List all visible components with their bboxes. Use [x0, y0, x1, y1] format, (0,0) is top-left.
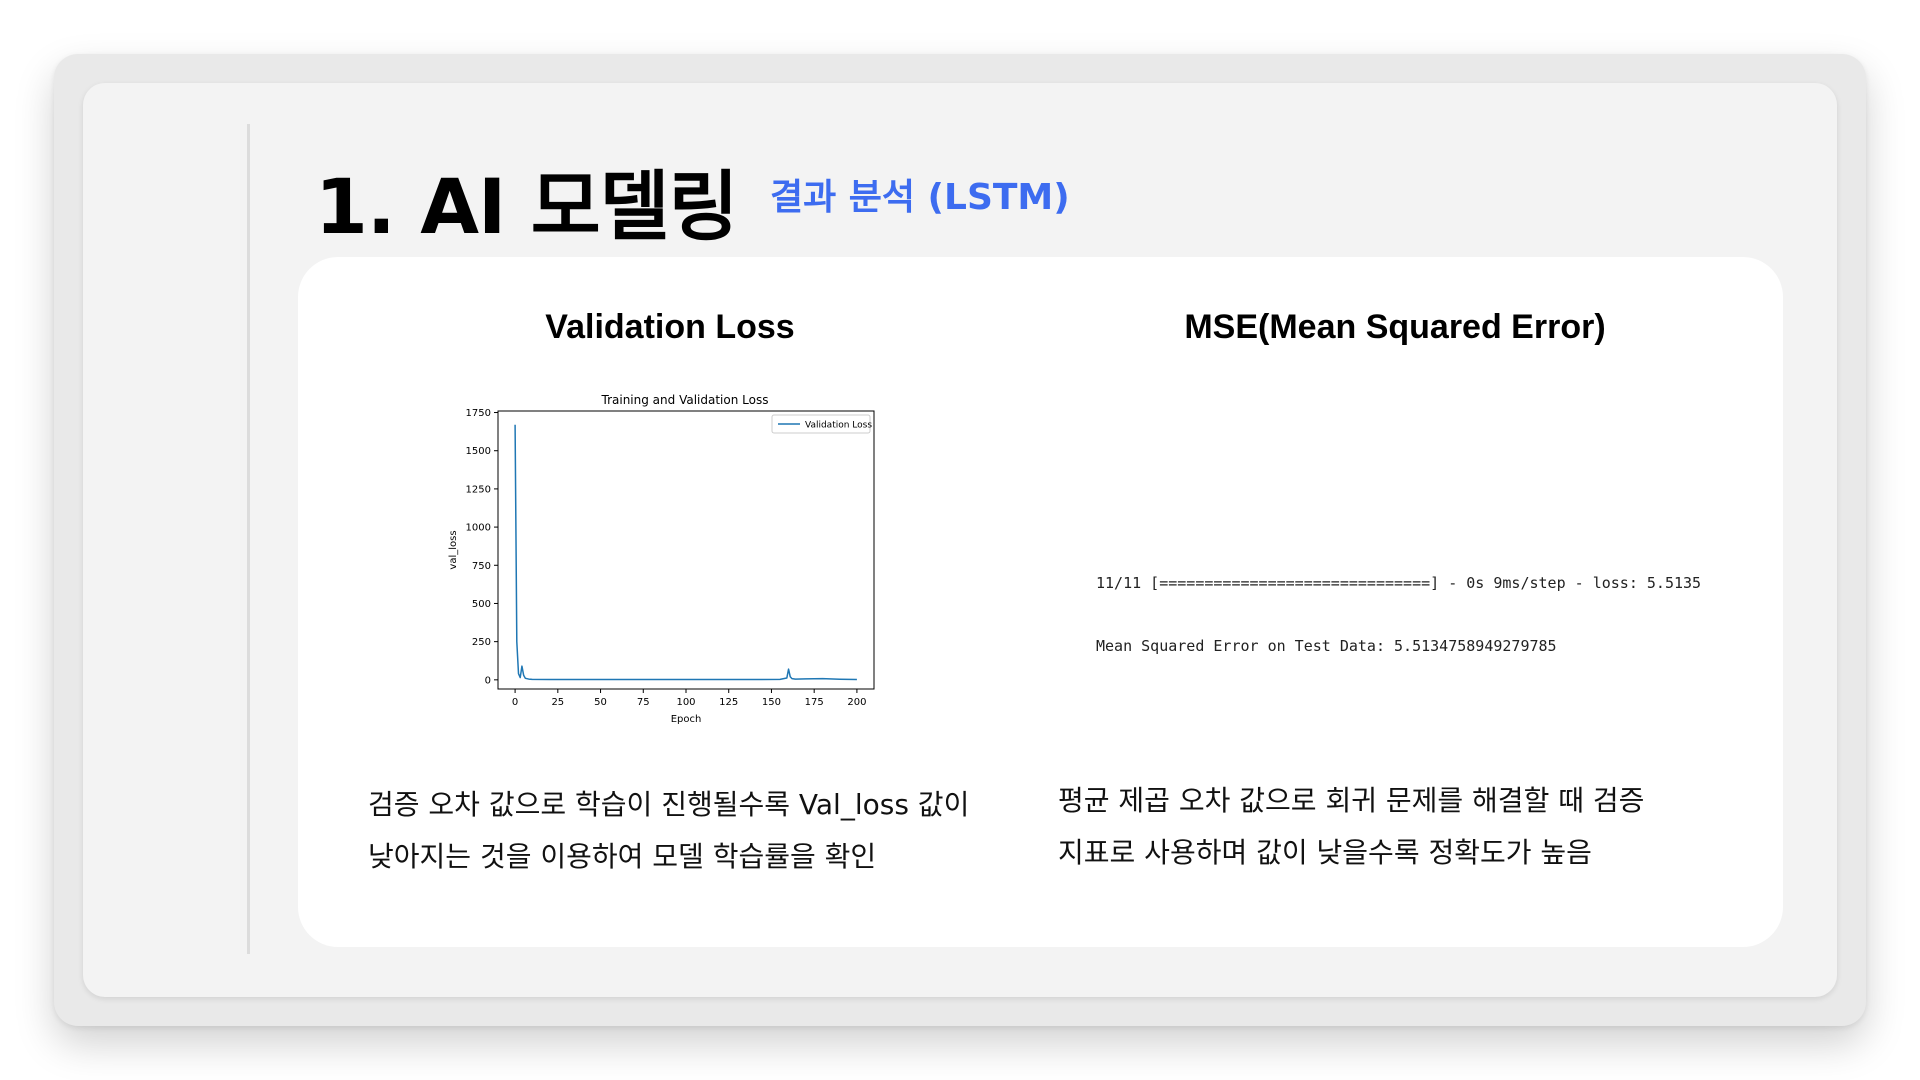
- y-tick-label: 1750: [466, 408, 491, 419]
- validation-loss-chart: Training and Validation Loss 0 25 50 75 100 1…: [440, 385, 890, 730]
- legend-box: [771, 414, 871, 434]
- series-lines: [514, 424, 857, 681]
- page-title: 1. AI 모델링: [315, 162, 739, 251]
- plot-area: [497, 410, 875, 690]
- y-tick-label: 0: [485, 675, 491, 686]
- chart-svg: Training and Validation Loss 0 25 50 75 100 1…: [448, 393, 875, 725]
- y-tick-label: 750: [472, 561, 491, 572]
- console-line: Mean Squared Error on Test Data: 5.51347…: [1096, 637, 1557, 655]
- y-axis-label: val_loss: [448, 530, 459, 569]
- x-tick-label: 75: [637, 697, 650, 708]
- validation-loss-heading: Validation Loss: [545, 308, 795, 346]
- y-tick-label: 250: [472, 637, 491, 648]
- chart-title: Training and Validation Loss: [601, 393, 769, 407]
- description-line: 낮아지는 것을 이용하여 모델 학습률을 확인: [368, 840, 877, 873]
- x-tick-label: 25: [551, 697, 564, 708]
- y-tick-label: 1500: [466, 446, 491, 457]
- mse-heading: MSE(Mean Squared Error): [1184, 308, 1606, 346]
- chart-legend: Validation Loss: [771, 414, 872, 434]
- right-description: 평균 제곱 오차 값으로 회귀 문제를 해결할 때 검증 지표로 사용하며 값이…: [1058, 775, 1644, 879]
- divider-line: [247, 124, 250, 954]
- description-line: 검증 오차 값으로 학습이 진행될수록 Val_loss 값이: [368, 788, 970, 821]
- series-line-validation-loss: [514, 424, 857, 681]
- page-subtitle: 결과 분석 (LSTM): [770, 177, 1070, 218]
- x-tick-label: 200: [847, 697, 866, 708]
- x-tick-label: 150: [762, 697, 781, 708]
- y-tick-label: 1250: [466, 484, 491, 495]
- x-tick-label: 0: [512, 697, 518, 708]
- x-tick-label: 100: [676, 697, 695, 708]
- y-tick-label: 1000: [466, 523, 491, 534]
- legend-label: Validation Loss: [805, 421, 872, 431]
- y-tick-label: 500: [472, 599, 491, 610]
- x-tick-label: 175: [805, 697, 824, 708]
- left-description: 검증 오차 값으로 학습이 진행될수록 Val_loss 값이 낮아지는 것을 …: [368, 779, 969, 883]
- x-axis-label: Epoch: [671, 714, 702, 725]
- axis-ticks: 0 25 50 75 100 125 150 175 200 0 250 500 750 1000 1250…: [466, 408, 867, 708]
- x-tick-label: 125: [719, 697, 738, 708]
- description-line: 지표로 사용하며 값이 낮을수록 정확도가 높음: [1058, 836, 1592, 869]
- x-tick-label: 50: [594, 697, 607, 708]
- description-line: 평균 제곱 오차 값으로 회귀 문제를 해결할 때 검증: [1058, 784, 1645, 817]
- console-output: 11/11 [==============================] -…: [1096, 531, 1701, 678]
- console-line: 11/11 [==============================] -…: [1096, 574, 1702, 592]
